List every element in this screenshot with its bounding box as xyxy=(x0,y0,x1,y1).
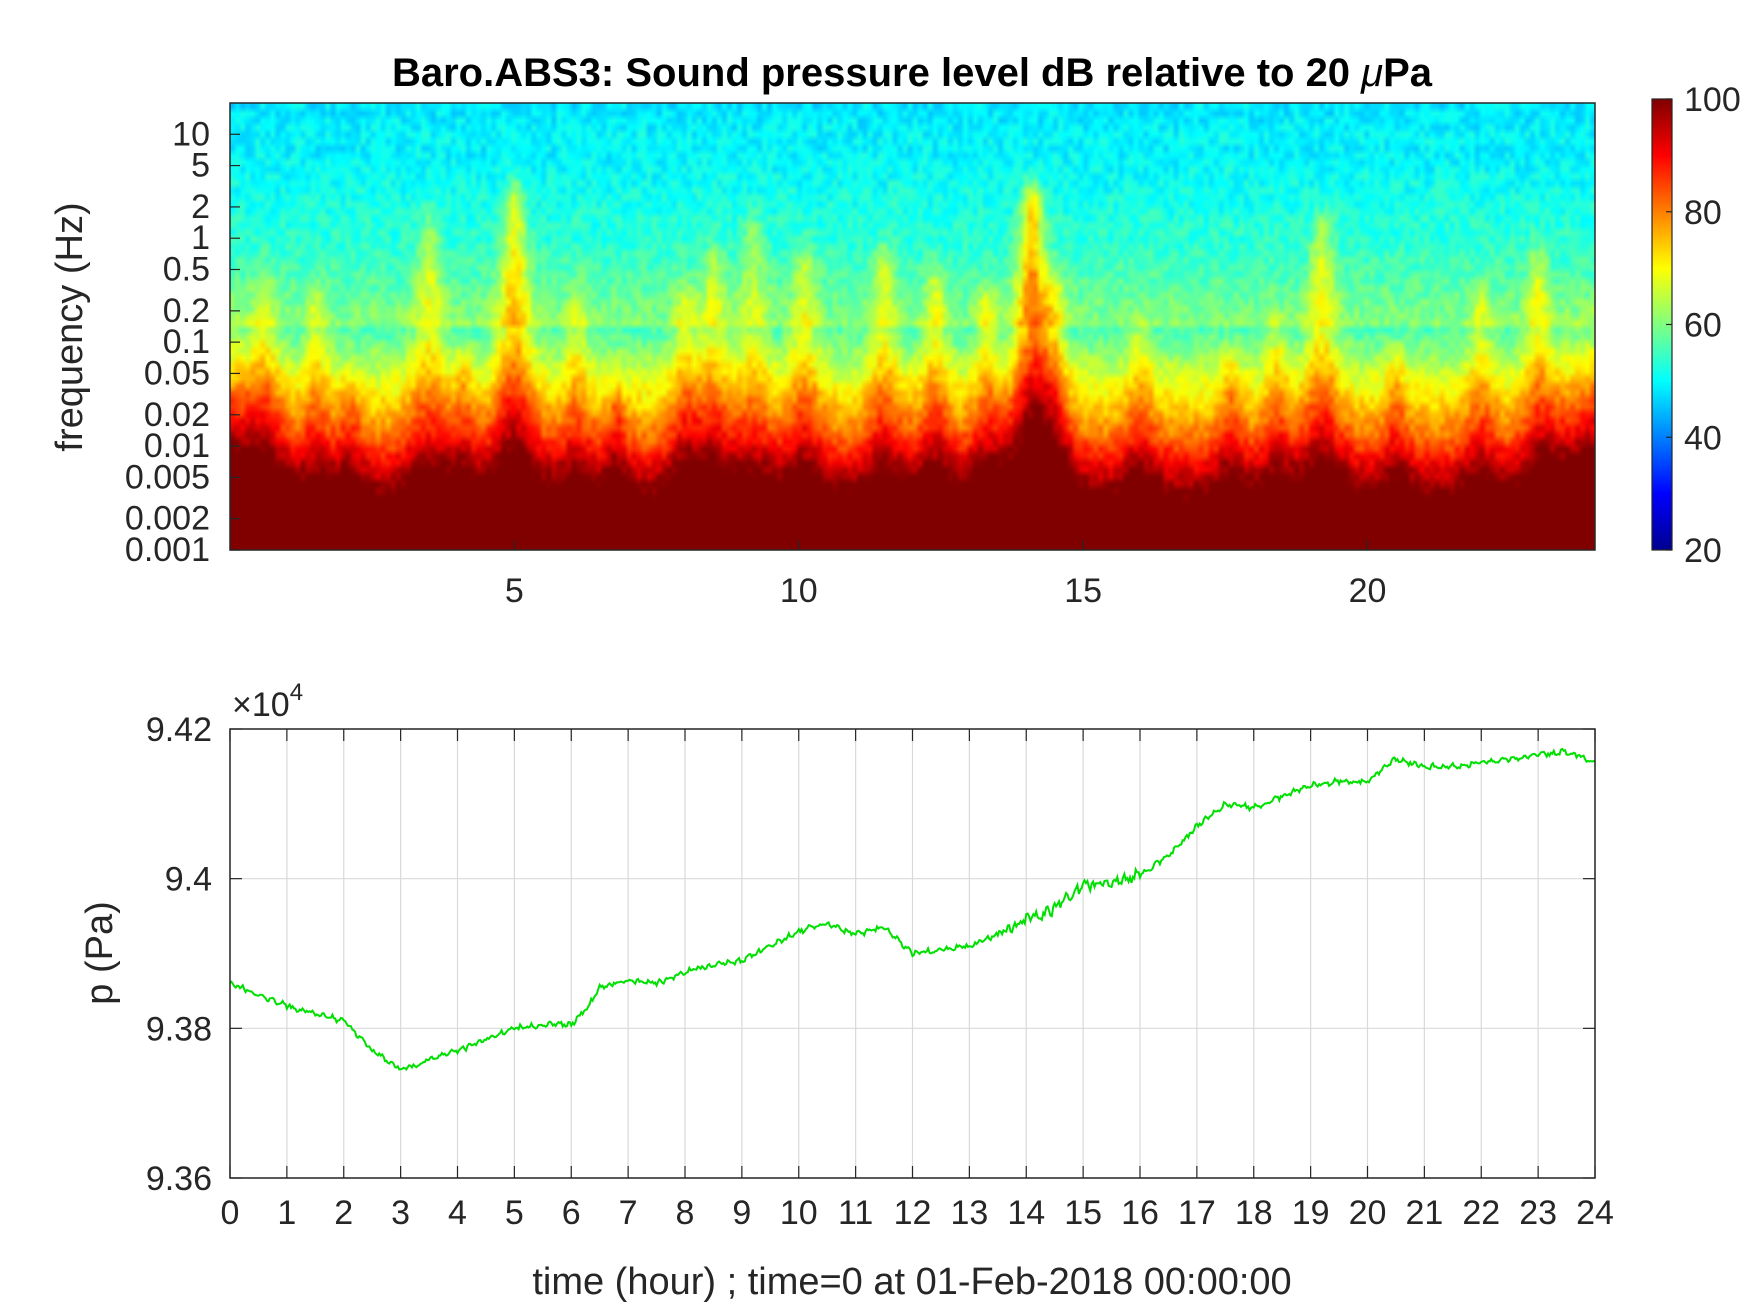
spectrogram-y-tick-label: 1 xyxy=(191,219,210,257)
pressure-x-tick-label: 4 xyxy=(448,1194,467,1232)
colorbar-tick-label: 100 xyxy=(1684,81,1741,119)
spectrogram-x-tick-label: 15 xyxy=(1064,572,1102,610)
pressure-x-axis-label: time (hour) ; time=0 at 01-Feb-2018 00:0… xyxy=(532,1261,1291,1303)
pressure-x-tick-label: 24 xyxy=(1576,1194,1614,1232)
spectrogram-heatmap xyxy=(230,103,1595,550)
spectrogram-y-tick-label: 10 xyxy=(172,115,210,153)
colorbar-tick-label: 20 xyxy=(1684,532,1722,570)
pressure-y-tick-label: 9.4 xyxy=(165,861,212,899)
pressure-exponent-power: 4 xyxy=(290,679,303,706)
colorbar-tick-label: 60 xyxy=(1684,307,1722,345)
pressure-x-tick-label: 9 xyxy=(732,1194,751,1232)
colorbar-tick-label: 40 xyxy=(1684,419,1722,457)
spectrogram-title-mu: μ xyxy=(1360,51,1383,95)
spectrogram-title: Baro.ABS3: Sound pressure level dB relat… xyxy=(392,51,1433,95)
pressure-y-ticks: 9.36 9.38 9.4 9.42 xyxy=(146,711,1595,1198)
pressure-x-tick-label: 1 xyxy=(277,1194,296,1232)
spectrogram-y-tick-label: 0.01 xyxy=(144,427,210,465)
pressure-x-tick-label: 12 xyxy=(894,1194,932,1232)
spectrogram-y-tick-label: 5 xyxy=(191,147,210,185)
spectrogram-plot xyxy=(229,102,1596,551)
pressure-x-tick-label: 2 xyxy=(334,1194,353,1232)
pressure-x-tick-label: 21 xyxy=(1405,1194,1443,1232)
pressure-x-tick-label: 15 xyxy=(1064,1194,1102,1232)
spectrogram-y-tick-label: 0.05 xyxy=(144,354,210,392)
spectrogram-y-tick-label: 0.2 xyxy=(163,292,210,330)
pressure-x-tick-label: 14 xyxy=(1007,1194,1045,1232)
colorbar: 20 40 60 80 100 xyxy=(1651,81,1741,570)
pressure-y-axis-label: p (Pa) xyxy=(79,901,121,1004)
spectrogram-title-suffix: Pa xyxy=(1383,51,1433,95)
spectrogram-y-tick-label: 2 xyxy=(191,188,210,226)
spectrogram-y-tick-label: 0.001 xyxy=(125,531,210,569)
pressure-x-tick-label: 13 xyxy=(950,1194,988,1232)
spectrogram-x-tick-label: 10 xyxy=(780,572,818,610)
pressure-x-tick-label: 10 xyxy=(780,1194,818,1232)
pressure-x-tick-label: 22 xyxy=(1462,1194,1500,1232)
colorbar-tick-label: 80 xyxy=(1684,194,1722,232)
spectrogram-y-tick-label: 0.1 xyxy=(163,323,210,361)
spectrogram-y-tick-label: 0.002 xyxy=(125,500,210,538)
spectrogram-x-ticks: 5 10 15 20 xyxy=(505,540,1387,610)
pressure-x-tick-label: 6 xyxy=(562,1194,581,1232)
pressure-x-tick-label: 8 xyxy=(676,1194,695,1232)
pressure-series-line xyxy=(230,747,1595,1071)
pressure-y-tick-label: 9.38 xyxy=(146,1010,212,1048)
spectrogram-x-tick-label: 5 xyxy=(505,572,524,610)
spectrogram-x-tick-label: 20 xyxy=(1349,572,1387,610)
pressure-x-tick-label: 17 xyxy=(1178,1194,1216,1232)
spectrogram-y-tick-label: 0.5 xyxy=(163,250,210,288)
pressure-y-tick-label: 9.42 xyxy=(146,711,212,749)
pressure-x-tick-label: 16 xyxy=(1121,1194,1159,1232)
pressure-x-tick-label: 11 xyxy=(838,1194,873,1232)
pressure-y-tick-label: 9.36 xyxy=(146,1160,212,1198)
spectrogram-y-tick-label: 0.005 xyxy=(125,458,210,496)
spectrogram-y-tick-label: 0.02 xyxy=(144,396,210,434)
pressure-x-tick-label: 5 xyxy=(505,1194,524,1232)
pressure-x-tick-label: 3 xyxy=(391,1194,410,1232)
colorbar-ticks: 20 40 60 80 100 xyxy=(1666,81,1741,570)
pressure-exponent-base: ×10 xyxy=(232,686,290,724)
pressure-x-tick-label: 20 xyxy=(1349,1194,1387,1232)
spectrogram-y-axis-label: frequency (Hz) xyxy=(49,202,91,451)
pressure-exponent-label: ×104 xyxy=(232,679,303,724)
spectrogram-title-prefix: Baro.ABS3: Sound pressure level dB relat… xyxy=(392,51,1361,95)
pressure-x-tick-label: 23 xyxy=(1519,1194,1557,1232)
pressure-x-tick-label: 19 xyxy=(1292,1194,1330,1232)
pressure-x-tick-label: 18 xyxy=(1235,1194,1273,1232)
pressure-x-tick-label: 7 xyxy=(619,1194,638,1232)
pressure-x-ticks: 0 1 2 3 4 5 6 7 8 9 10 11 12 13 14 15 16 17 18 19 20 21 22 23 24 xyxy=(221,729,1614,1232)
pressure-x-tick-label: 0 xyxy=(221,1194,240,1232)
spectrogram-axes-box xyxy=(229,102,1596,551)
